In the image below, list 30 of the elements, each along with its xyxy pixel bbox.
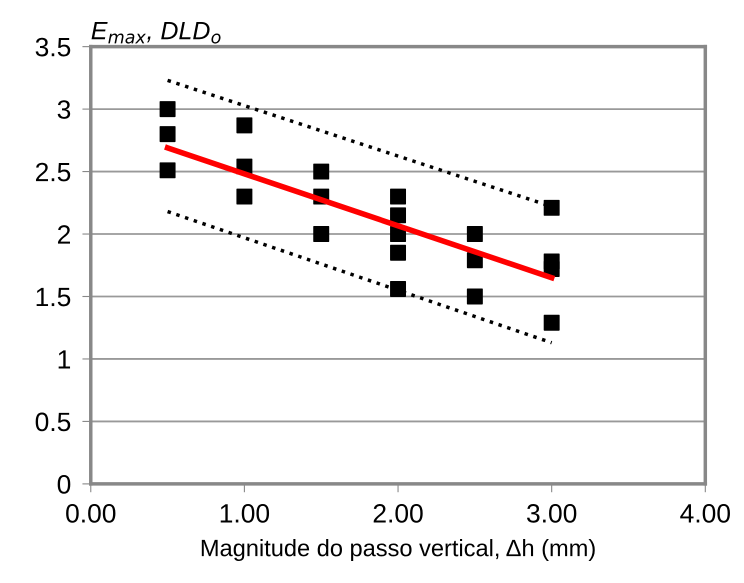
y-tick-label: 2 (58, 225, 70, 244)
y-tick-label: 0.5 (36, 412, 70, 432)
y-tick-label: 0 (58, 475, 70, 494)
x-tick-label: 2.00 (374, 504, 423, 523)
point (544, 314, 560, 331)
x-tick-label: 4.00 (680, 504, 730, 523)
x-tick-label: 3.00 (527, 504, 576, 523)
point (236, 117, 252, 134)
point (390, 207, 406, 224)
y-tick-label: 3.5 (36, 38, 70, 56)
point (466, 226, 483, 242)
point (160, 101, 176, 118)
point (160, 162, 176, 178)
point (544, 200, 560, 216)
point (313, 164, 330, 180)
point (466, 288, 483, 304)
point (390, 281, 406, 297)
y-tick-label: 2.5 (36, 162, 70, 182)
point (390, 188, 406, 205)
x-tick-label: 0.00 (66, 504, 116, 523)
x-tick-label: 1.00 (220, 504, 270, 523)
y-tick-label: 3 (58, 100, 70, 119)
x-axis-title: Magnitude do passo vertical, Δh (mm) (202, 539, 595, 562)
point (313, 226, 330, 242)
y-tick-label: 1.5 (36, 288, 70, 306)
y-axis-title: E$_{max}$, DLD$_{o}$ (92, 22, 221, 44)
point (390, 244, 406, 261)
y-tick-label: 1 (58, 350, 70, 369)
point (160, 126, 176, 142)
point (236, 188, 252, 205)
